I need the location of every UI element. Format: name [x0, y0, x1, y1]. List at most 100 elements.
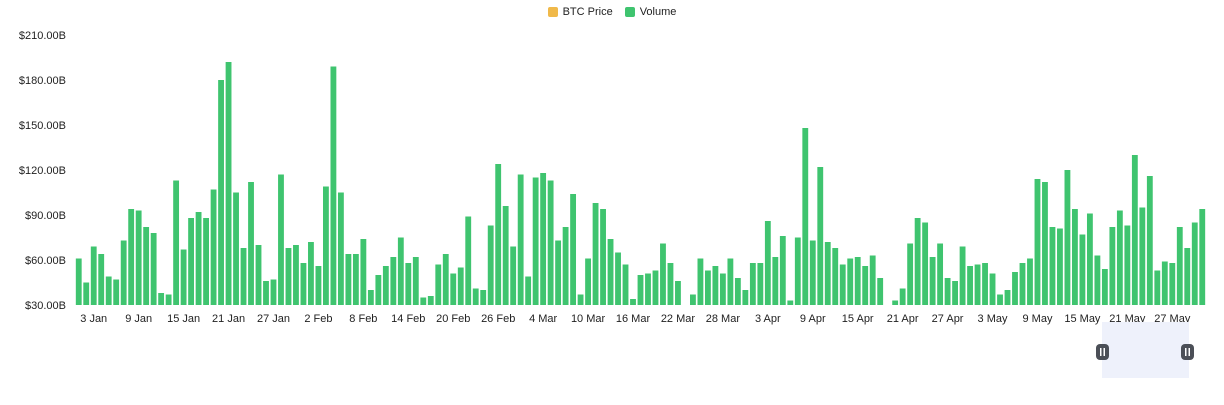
volume-bar[interactable]: [1057, 228, 1063, 306]
volume-bar[interactable]: [158, 293, 165, 305]
volume-bar[interactable]: [278, 174, 284, 306]
volume-bar[interactable]: [255, 245, 262, 305]
volume-bar[interactable]: [248, 182, 254, 305]
volume-bar[interactable]: [615, 252, 621, 306]
volume-bar[interactable]: [944, 278, 951, 305]
navigator-right-handle[interactable]: [1181, 344, 1194, 360]
volume-bar[interactable]: [1049, 227, 1056, 305]
volume-bar[interactable]: [240, 248, 247, 305]
volume-bar[interactable]: [1124, 225, 1131, 306]
volume-bar[interactable]: [293, 245, 299, 305]
volume-bar[interactable]: [562, 227, 569, 305]
volume-bar[interactable]: [749, 263, 756, 305]
volume-bar[interactable]: [794, 237, 801, 306]
volume-bar[interactable]: [997, 294, 1003, 306]
volume-bar[interactable]: [607, 239, 614, 305]
volume-bar[interactable]: [630, 299, 636, 305]
volume-bar[interactable]: [907, 243, 914, 306]
volume-bar[interactable]: [817, 167, 824, 305]
volume-bar[interactable]: [1012, 272, 1018, 305]
volume-bar[interactable]: [937, 243, 944, 306]
volume-bar[interactable]: [345, 254, 352, 305]
volume-bar[interactable]: [839, 264, 846, 306]
volume-bar[interactable]: [600, 209, 606, 305]
volume-bar[interactable]: [203, 218, 209, 305]
volume-bar[interactable]: [1094, 255, 1101, 306]
volume-bar[interactable]: [105, 276, 112, 306]
volume-bar[interactable]: [899, 288, 906, 306]
volume-bar[interactable]: [420, 297, 427, 306]
volume-bar[interactable]: [757, 263, 764, 305]
volume-bar[interactable]: [704, 270, 711, 306]
volume-bar[interactable]: [442, 254, 449, 305]
volume-bar[interactable]: [809, 240, 816, 306]
volume-bar[interactable]: [390, 257, 397, 305]
volume-bar[interactable]: [180, 249, 187, 306]
volume-bar[interactable]: [922, 222, 929, 306]
volume-bar[interactable]: [734, 278, 741, 305]
volume-bar[interactable]: [1079, 234, 1086, 306]
volume-bar[interactable]: [90, 246, 97, 306]
volume-bar[interactable]: [457, 267, 464, 306]
volume-bar[interactable]: [75, 258, 82, 306]
volume-bar[interactable]: [540, 173, 547, 305]
volume-bar[interactable]: [150, 233, 157, 305]
volume-bar[interactable]: [1034, 179, 1041, 305]
volume-bar[interactable]: [405, 263, 412, 305]
volume-bar[interactable]: [98, 254, 105, 305]
navigator-left-handle[interactable]: [1096, 344, 1109, 360]
volume-bar[interactable]: [1101, 269, 1108, 305]
volume-bar[interactable]: [1042, 182, 1048, 305]
volume-bar[interactable]: [877, 278, 884, 305]
volume-bar[interactable]: [352, 254, 359, 305]
volume-bar[interactable]: [727, 258, 734, 306]
volume-bar[interactable]: [854, 257, 861, 305]
volume-bar[interactable]: [472, 288, 479, 306]
volume-bar[interactable]: [195, 212, 202, 305]
volume-bar[interactable]: [113, 279, 120, 306]
volume-bar[interactable]: [427, 296, 434, 305]
volume-bar[interactable]: [233, 192, 239, 306]
volume-bar[interactable]: [967, 266, 973, 305]
volume-bar[interactable]: [779, 236, 786, 305]
volume-bar[interactable]: [952, 281, 958, 305]
volume-bar[interactable]: [570, 194, 577, 305]
volume-bar[interactable]: [712, 266, 719, 305]
volume-bar[interactable]: [315, 266, 322, 305]
volume-bar[interactable]: [412, 257, 419, 305]
volume-bar[interactable]: [1161, 261, 1168, 306]
volume-bar[interactable]: [974, 264, 981, 306]
volume-bar[interactable]: [375, 275, 382, 305]
volume-bar[interactable]: [495, 164, 502, 305]
volume-bar[interactable]: [862, 266, 869, 305]
volume-bar[interactable]: [1109, 227, 1116, 305]
volume-bar[interactable]: [465, 216, 472, 306]
volume-bar[interactable]: [323, 186, 329, 306]
volume-bar[interactable]: [480, 290, 487, 305]
volume-bar[interactable]: [1184, 248, 1191, 305]
volume-bar[interactable]: [959, 246, 966, 306]
volume-bar[interactable]: [577, 294, 584, 306]
volume-bar[interactable]: [989, 273, 996, 306]
legend-item-volume[interactable]: Volume: [624, 6, 676, 18]
volume-bar[interactable]: [285, 248, 292, 305]
volume-bar[interactable]: [435, 264, 442, 306]
volume-bar[interactable]: [1191, 222, 1198, 306]
volume-bar[interactable]: [652, 270, 659, 306]
volume-bar[interactable]: [1169, 263, 1176, 305]
volume-bar[interactable]: [270, 279, 277, 306]
volume-bar[interactable]: [824, 242, 831, 305]
volume-bar[interactable]: [165, 294, 172, 306]
volume-bar[interactable]: [1019, 263, 1026, 305]
volume-bar[interactable]: [173, 180, 180, 306]
volume-bar[interactable]: [1139, 207, 1146, 306]
volume-bar[interactable]: [210, 189, 217, 306]
volume-bar[interactable]: [660, 243, 666, 306]
volume-bar[interactable]: [787, 300, 794, 306]
volume-bar[interactable]: [1086, 213, 1093, 306]
volume-bar[interactable]: [555, 240, 562, 306]
volume-bar[interactable]: [337, 192, 344, 306]
volume-bar[interactable]: [300, 263, 307, 305]
volume-bar[interactable]: [360, 239, 367, 305]
volume-bar[interactable]: [764, 221, 771, 305]
